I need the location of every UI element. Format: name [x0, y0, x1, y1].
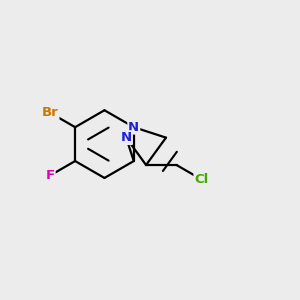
Text: N: N — [121, 131, 132, 144]
Text: Cl: Cl — [194, 173, 208, 186]
Text: Br: Br — [42, 106, 58, 119]
Text: F: F — [46, 169, 55, 182]
Text: N: N — [128, 121, 139, 134]
